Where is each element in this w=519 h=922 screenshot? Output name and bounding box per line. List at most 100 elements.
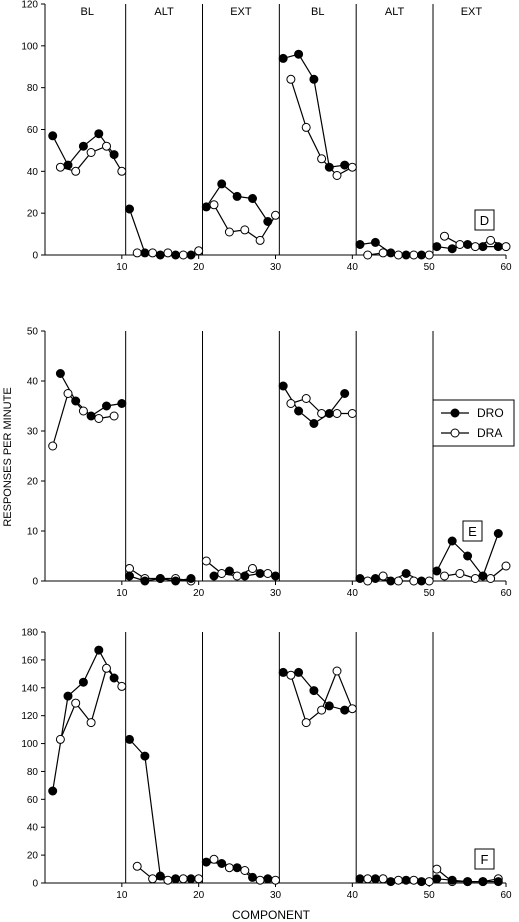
series-line-dra (52, 392, 115, 447)
data-point-dra (486, 235, 496, 245)
data-point-dra (201, 556, 211, 566)
data-point-dra (286, 399, 296, 408)
data-point-dra (232, 571, 242, 581)
panel-F: 0 20 40 60 80 100 120 140 160 180 10 20 30 40 50 60 F (21, 628, 512, 902)
x-tick-label: 30 (270, 588, 282, 599)
data-point-dro (217, 179, 227, 189)
data-point-dro (294, 667, 304, 677)
y-tick-label: 120 (21, 711, 38, 722)
data-point-dro (370, 874, 380, 884)
data-point-dra (409, 250, 419, 260)
data-point-dro (401, 250, 411, 260)
data-point-dra (332, 666, 342, 676)
x-tick-label: 20 (193, 588, 205, 599)
data-point-dro (370, 237, 380, 247)
data-point-dra (248, 564, 257, 573)
panel-label-box (462, 520, 483, 542)
data-point-dra (455, 240, 465, 249)
panel-label-box (474, 209, 495, 231)
data-point-dro (340, 160, 350, 170)
data-point-dro (271, 571, 280, 581)
data-point-dra (217, 569, 227, 578)
data-point-dro (324, 162, 334, 172)
data-point-dro (463, 240, 473, 249)
data-point-dra (378, 571, 388, 581)
data-point-dro (48, 786, 58, 796)
data-point-dro (201, 857, 211, 867)
data-point-dro (309, 686, 319, 696)
data-point-dro (478, 242, 488, 252)
data-point-dra (301, 718, 311, 728)
data-point-dra (194, 246, 204, 256)
data-point-dra (209, 854, 219, 864)
data-point-dra (148, 248, 158, 258)
data-point-dra (148, 874, 158, 884)
y-axis-label: RESPONSES PER MINUTE (2, 387, 14, 526)
x-tick-label: 30 (270, 262, 282, 273)
y-tick-label: 100 (21, 739, 38, 750)
data-point-dra (393, 576, 403, 586)
data-point-dra (78, 406, 88, 416)
data-point-dra (209, 200, 219, 210)
data-point-dro (493, 529, 503, 538)
data-point-dra (363, 250, 373, 260)
data-point-dra (163, 248, 173, 258)
data-point-dra (109, 411, 119, 421)
data-point-dra (55, 734, 65, 744)
data-point-dro (478, 877, 488, 887)
data-point-dro (263, 874, 273, 884)
series-line-dro (128, 208, 191, 256)
data-point-dro (171, 874, 181, 884)
legend: DRO DRA (432, 399, 515, 447)
data-point-dro (447, 536, 457, 546)
data-point-dra (286, 74, 296, 84)
data-point-dra (178, 874, 188, 884)
phase-label-ext: EXT (230, 6, 252, 18)
data-point-dra (94, 414, 104, 423)
x-tick-label: 60 (500, 588, 512, 599)
x-tick-label: 50 (424, 588, 436, 599)
data-point-dro (224, 566, 234, 576)
data-point-dra (501, 561, 511, 571)
data-point-dro (309, 74, 319, 84)
data-point-dra (332, 171, 342, 180)
data-point-dra (440, 571, 449, 581)
data-point-dra (132, 861, 142, 871)
y-tick-label: 0 (32, 879, 38, 890)
panel-D: 0 20 40 60 80 100 120 10 20 30 40 50 60 BL ALT EXT BL ALT… (21, 0, 512, 273)
data-point-dro (109, 673, 119, 683)
data-point-dro (463, 877, 473, 887)
data-point-dro (171, 250, 181, 260)
data-point-dro (125, 204, 134, 214)
data-point-dro (232, 191, 242, 201)
y-tick-label: 0 (32, 251, 38, 262)
data-point-dra (317, 409, 327, 418)
data-point-dro (493, 877, 503, 887)
y-tick-label: 0 (32, 577, 38, 588)
y-tick-label: 20 (27, 851, 39, 862)
data-point-dro (186, 574, 196, 583)
data-point-dro (370, 574, 380, 583)
legend-label-dra: DRA (477, 426, 502, 440)
data-point-dro (109, 150, 119, 160)
data-point-dro (278, 667, 288, 677)
data-point-dra (102, 141, 111, 151)
data-point-dro (447, 244, 457, 254)
y-tick-label: 20 (27, 477, 39, 488)
data-point-dro (102, 401, 111, 411)
data-point-dro (248, 872, 257, 882)
data-point-dro (240, 571, 250, 581)
data-point-dro (117, 399, 127, 408)
data-point-dro (493, 242, 503, 252)
data-point-dra (317, 705, 327, 715)
data-point-dro (401, 875, 411, 885)
x-tick-label: 40 (347, 890, 359, 901)
data-point-dro (186, 250, 196, 260)
data-point-dro (463, 551, 473, 561)
data-point-dro (255, 569, 265, 578)
data-point-dra (102, 663, 111, 673)
data-point-dro (355, 240, 365, 249)
y-tick-label: 140 (21, 683, 38, 694)
data-point-dro (217, 859, 227, 868)
phase-label-bl: BL (311, 6, 324, 18)
